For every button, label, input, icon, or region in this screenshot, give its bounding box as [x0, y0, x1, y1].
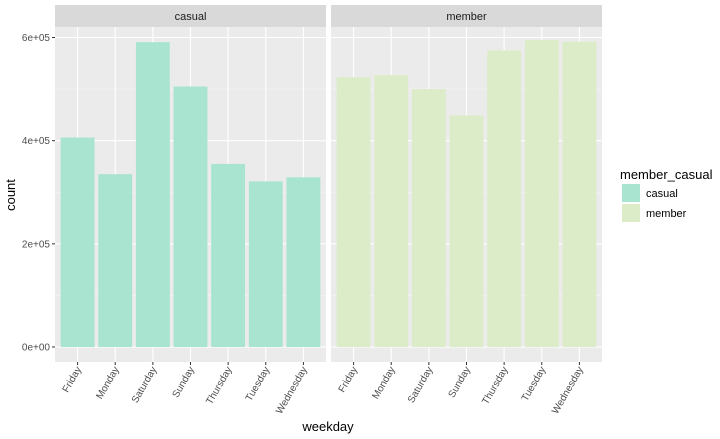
y-axis-title: count — [3, 179, 18, 211]
strip-label: member — [446, 11, 487, 23]
x-tick-label: Sunday — [447, 365, 473, 400]
y-tick-label: 6e+05 — [22, 33, 51, 44]
bar-casual-friday — [60, 137, 95, 347]
x-tick-label: Wednesday — [550, 365, 586, 416]
bar-member-friday — [336, 77, 371, 347]
strip-background — [55, 5, 326, 27]
x-tick-label: Saturday — [406, 365, 436, 405]
facet-panels: casual Friday Monday Saturday Sunday Thursday… — [55, 5, 602, 416]
bar-casual-sunday — [173, 86, 208, 348]
facet-panel-member: member Friday Monday Saturday Sunday Thursday… — [331, 5, 602, 416]
x-tick-label: Thursday — [204, 365, 234, 407]
bar-casual-wednesday — [286, 177, 321, 347]
legend-title: member_casual — [620, 167, 713, 182]
bar-member-thursday — [487, 50, 522, 347]
x-tick-label: Friday — [61, 365, 84, 395]
x-tick-label: Monday — [371, 365, 398, 401]
bar-casual-saturday — [135, 42, 170, 348]
strip-background — [331, 5, 602, 27]
x-tick-label: Thursday — [480, 365, 510, 407]
bar-casual-thursday — [211, 163, 246, 347]
x-tick-label: Tuesday — [520, 365, 549, 403]
y-tick-label: 2e+05 — [22, 239, 51, 250]
strip-label: casual — [175, 11, 207, 23]
x-tick-label: Sunday — [171, 365, 197, 400]
bar-member-tuesday — [524, 40, 559, 348]
bar-casual-monday — [98, 174, 133, 347]
x-axis-title: weekday — [301, 419, 354, 434]
legend-label-member: member — [646, 208, 687, 220]
x-tick-label: Tuesday — [244, 365, 273, 403]
x-tick-label: Monday — [95, 365, 122, 401]
y-tick-label: 4e+05 — [22, 136, 51, 147]
bar-member-monday — [374, 75, 409, 348]
legend-key-member — [622, 204, 640, 222]
y-axis: 0e+00 2e+05 4e+05 6e+05 — [22, 33, 55, 354]
x-tick-label: Saturday — [130, 365, 160, 405]
bar-casual-tuesday — [248, 181, 283, 347]
bar-member-wednesday — [562, 41, 597, 347]
bar-member-saturday — [411, 89, 446, 347]
x-tick-label: Friday — [337, 365, 360, 395]
bar-member-sunday — [449, 115, 484, 347]
legend-label-casual: casual — [646, 188, 678, 200]
facet-panel-casual: casual Friday Monday Saturday Sunday Thursday… — [55, 5, 326, 416]
x-tick-label: Wednesday — [274, 365, 310, 416]
legend-key-casual — [622, 184, 640, 202]
y-tick-label: 0e+00 — [22, 343, 51, 354]
